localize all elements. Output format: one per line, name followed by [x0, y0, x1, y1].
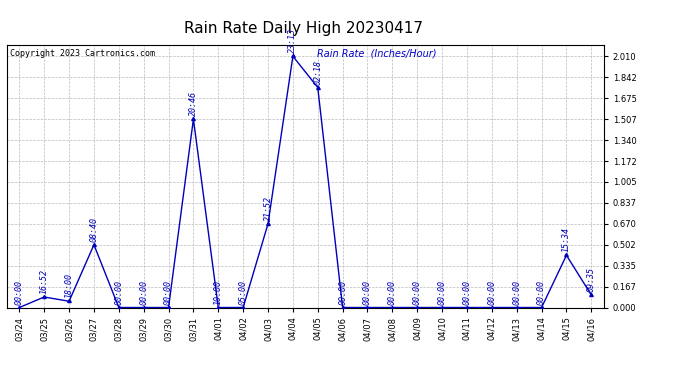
- Text: 00:00: 00:00: [537, 280, 546, 305]
- Text: 02:18: 02:18: [313, 60, 322, 85]
- Text: 00:00: 00:00: [115, 280, 124, 305]
- Text: 21:52: 21:52: [264, 196, 273, 221]
- Text: Rain Rate Daily High 20230417: Rain Rate Daily High 20230417: [184, 21, 423, 36]
- Text: 16:52: 16:52: [40, 269, 49, 294]
- Text: 00:00: 00:00: [388, 280, 397, 305]
- Text: 15:34: 15:34: [562, 228, 571, 252]
- Text: 09:35: 09:35: [586, 267, 596, 292]
- Text: Copyright 2023 Cartronics.com: Copyright 2023 Cartronics.com: [10, 49, 155, 58]
- Text: 08:40: 08:40: [90, 217, 99, 242]
- Text: 05:00: 05:00: [239, 280, 248, 305]
- Text: 23:13: 23:13: [288, 28, 297, 54]
- Text: 00:00: 00:00: [338, 280, 347, 305]
- Text: 00:00: 00:00: [462, 280, 471, 305]
- Text: Rain Rate  (Inches/Hour): Rain Rate (Inches/Hour): [317, 49, 437, 59]
- Text: 00:00: 00:00: [512, 280, 521, 305]
- Text: 00:00: 00:00: [413, 280, 422, 305]
- Text: 18:00: 18:00: [65, 273, 74, 298]
- Text: 00:00: 00:00: [437, 280, 446, 305]
- Text: 00:00: 00:00: [487, 280, 496, 305]
- Text: 00:00: 00:00: [164, 280, 173, 305]
- Text: 00:00: 00:00: [14, 280, 24, 305]
- Text: 10:00: 10:00: [214, 280, 223, 305]
- Text: 20:46: 20:46: [189, 92, 198, 116]
- Text: 00:00: 00:00: [139, 280, 148, 305]
- Text: 00:00: 00:00: [363, 280, 372, 305]
